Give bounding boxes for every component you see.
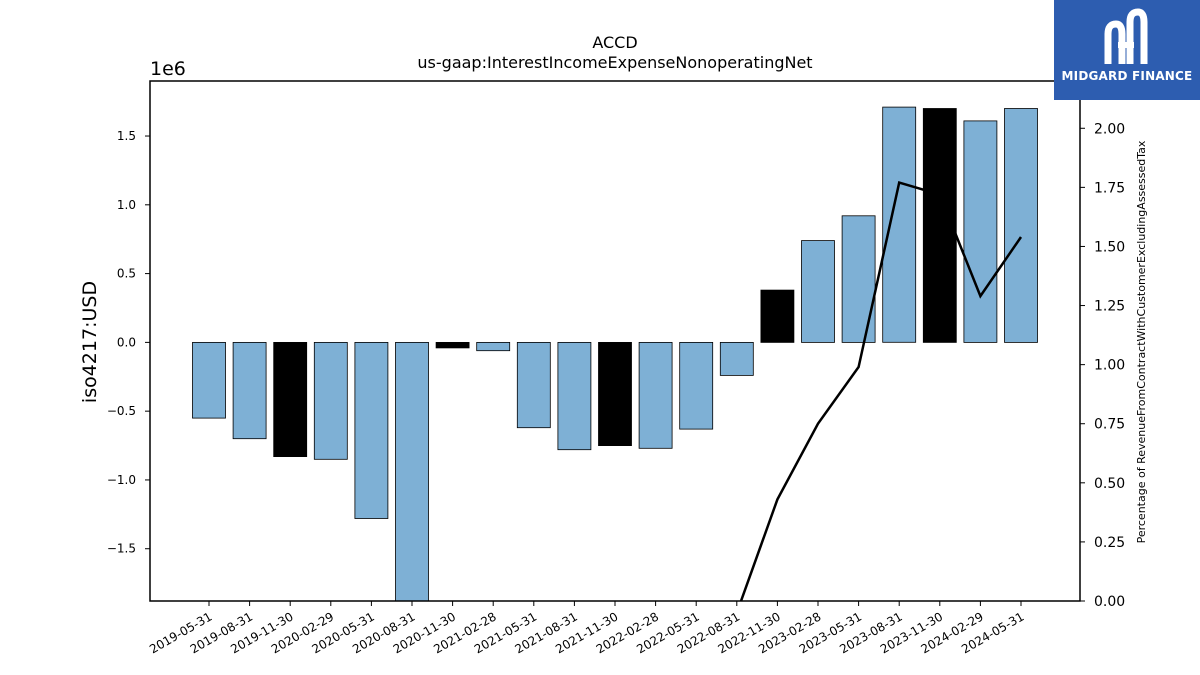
bar-2021-08-31	[557, 341, 592, 451]
logo-text: MIDGARD FINANCE	[1061, 69, 1193, 83]
y2-axis-label: Percentage of RevenueFromContractWithCus…	[1135, 140, 1148, 543]
bar-2024-02-29	[963, 120, 998, 343]
y2-tick-label: 0.50	[1094, 476, 1125, 492]
bar-2021-02-28	[476, 341, 511, 352]
bar-2022-05-31	[679, 341, 714, 430]
y-offset-label: 1e6	[150, 58, 186, 80]
y2-tick-label: 1.00	[1094, 358, 1125, 374]
percentage-line	[739, 181, 1023, 601]
y-tick-label: −1.5	[107, 542, 136, 556]
y2-tick-label: 0.25	[1094, 535, 1125, 551]
y2-tick-label: 0.00	[1094, 594, 1125, 610]
midgard-logo-icon	[1104, 8, 1148, 64]
bar-2020-08-31	[395, 341, 429, 601]
y2-tick-label: 1.75	[1094, 180, 1125, 196]
bar-2021-05-31	[516, 341, 551, 429]
y-tick-label: 0.5	[117, 267, 136, 281]
bar-2021-11-30	[598, 341, 632, 446]
bar-2020-11-30	[435, 341, 470, 349]
bar-2023-05-31	[841, 215, 876, 343]
bar-2024-05-31	[1004, 108, 1038, 343]
y-tick-label: −1.0	[107, 473, 136, 487]
y-axis-label: iso4217:USD	[79, 281, 101, 403]
logo: MIDGARD FINANCE	[1054, 0, 1200, 100]
bar-2023-11-30	[922, 108, 957, 343]
y2-tick-label: 0.75	[1094, 417, 1125, 433]
bar-2020-05-31	[354, 341, 389, 519]
y-tick-label: 1.5	[117, 129, 136, 143]
chart-subtitle: us-gaap:InterestIncomeExpenseNonoperatin…	[417, 53, 812, 72]
line-layer	[739, 181, 1023, 601]
bar-2022-02-28	[638, 341, 673, 449]
y2-tick-label: 2.00	[1094, 121, 1125, 137]
y2-tick-label: 1.25	[1094, 299, 1125, 315]
bar-2023-08-31	[882, 106, 917, 343]
y-tick-label: 1.0	[117, 198, 136, 212]
y2-tick-label: 1.50	[1094, 239, 1125, 255]
bar-2022-11-30	[760, 289, 795, 343]
bar-2019-05-31	[192, 341, 226, 419]
bar-2022-08-31	[719, 341, 754, 376]
chart-title: ACCD	[592, 33, 637, 52]
y-tick-label: −0.5	[107, 404, 136, 418]
bar-2023-02-28	[801, 240, 835, 343]
bar-2019-08-31	[232, 341, 267, 440]
bar-2020-02-29	[313, 341, 348, 460]
y-tick-label: 0.0	[117, 335, 136, 349]
bars-group	[192, 106, 1038, 601]
bar-2019-11-30	[273, 341, 308, 457]
